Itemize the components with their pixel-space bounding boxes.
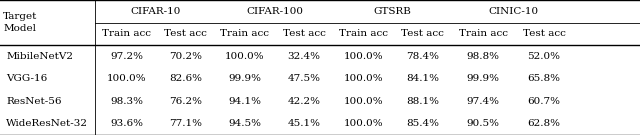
Text: CIFAR-100: CIFAR-100 [246,7,303,16]
Text: 100.0%: 100.0% [344,52,383,61]
Text: Train acc: Train acc [220,29,269,38]
Text: 90.5%: 90.5% [467,119,500,128]
Text: 52.0%: 52.0% [527,52,561,61]
Text: 99.9%: 99.9% [228,74,261,83]
Text: Train acc: Train acc [102,29,151,38]
Text: VGG-16: VGG-16 [6,74,47,83]
Text: Train acc: Train acc [459,29,508,38]
Text: 84.1%: 84.1% [406,74,439,83]
Text: CINIC-10: CINIC-10 [488,7,539,16]
Text: 97.2%: 97.2% [110,52,143,61]
Text: WideResNet-32: WideResNet-32 [6,119,88,128]
Text: 32.4%: 32.4% [287,52,321,61]
Text: 100.0%: 100.0% [344,119,383,128]
Text: 97.4%: 97.4% [467,97,500,106]
Text: 62.8%: 62.8% [527,119,561,128]
Text: 94.5%: 94.5% [228,119,261,128]
Text: 42.2%: 42.2% [287,97,321,106]
Text: 78.4%: 78.4% [406,52,439,61]
Text: 93.6%: 93.6% [110,119,143,128]
Text: GTSRB: GTSRB [374,7,412,16]
Text: 100.0%: 100.0% [344,97,383,106]
Text: 70.2%: 70.2% [169,52,202,61]
Text: Target
Model: Target Model [3,12,38,33]
Text: Test acc: Test acc [283,29,325,38]
Text: MibileNetV2: MibileNetV2 [6,52,74,61]
Text: 100.0%: 100.0% [344,74,383,83]
Text: 47.5%: 47.5% [287,74,321,83]
Text: 99.9%: 99.9% [467,74,500,83]
Text: 100.0%: 100.0% [107,74,146,83]
Text: Train acc: Train acc [339,29,388,38]
Text: 98.8%: 98.8% [467,52,500,61]
Text: 85.4%: 85.4% [406,119,439,128]
Text: 88.1%: 88.1% [406,97,439,106]
Text: 77.1%: 77.1% [169,119,202,128]
Text: 45.1%: 45.1% [287,119,321,128]
Text: Test acc: Test acc [401,29,444,38]
Text: Test acc: Test acc [164,29,207,38]
Text: 76.2%: 76.2% [169,97,202,106]
Text: 94.1%: 94.1% [228,97,261,106]
Text: Test acc: Test acc [523,29,565,38]
Text: ResNet-56: ResNet-56 [6,97,62,106]
Text: 100.0%: 100.0% [225,52,264,61]
Text: CIFAR-10: CIFAR-10 [131,7,181,16]
Text: 65.8%: 65.8% [527,74,561,83]
Text: 98.3%: 98.3% [110,97,143,106]
Text: 60.7%: 60.7% [527,97,561,106]
Text: 82.6%: 82.6% [169,74,202,83]
